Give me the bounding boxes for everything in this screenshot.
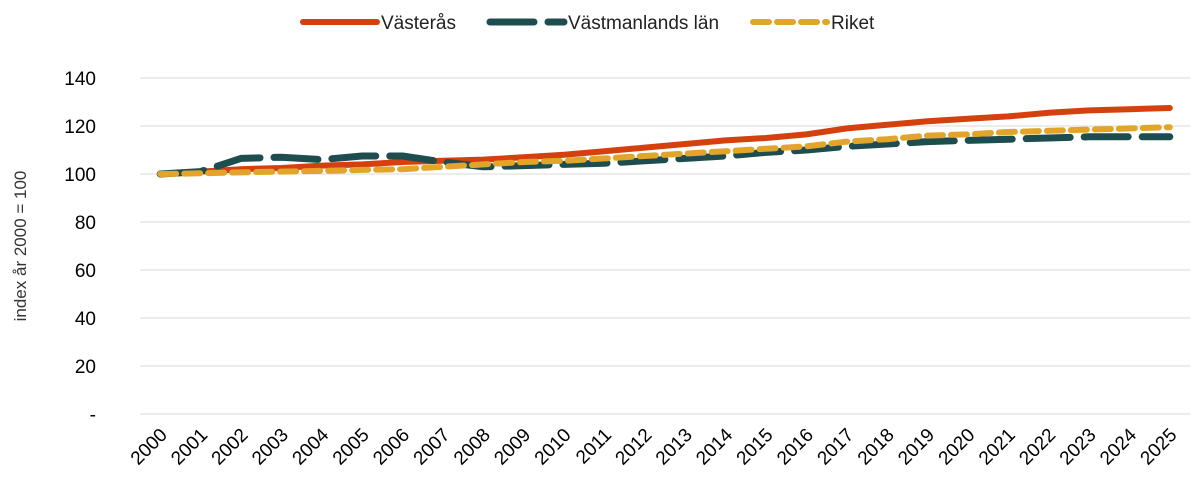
- x-tick-label: 2017: [814, 425, 859, 470]
- x-tick-label: 2022: [1015, 425, 1060, 470]
- y-tick-label: 140: [64, 69, 96, 90]
- y-tick-label: 80: [75, 213, 96, 234]
- x-tick-label: 2020: [935, 425, 980, 470]
- x-tick-label: 2002: [208, 425, 253, 470]
- x-tick-label: 2011: [572, 425, 616, 469]
- y-tick-label: 20: [75, 357, 96, 378]
- x-tick-label: 2016: [773, 425, 818, 470]
- x-tick-label: 2023: [1056, 425, 1101, 470]
- x-tick-label: 2001: [167, 425, 212, 470]
- y-tick-label: 100: [64, 165, 96, 186]
- x-tick-label: 2025: [1137, 425, 1182, 470]
- legend-label: Riket: [831, 13, 875, 34]
- y-tick-label: 120: [64, 117, 96, 138]
- x-tick-label: 2010: [531, 425, 576, 470]
- series-line: [157, 124, 1173, 177]
- legend-label: Västmanlands län: [568, 13, 719, 34]
- x-tick-label: 2012: [612, 425, 657, 470]
- y-tick-label: 40: [75, 309, 96, 330]
- x-tick-label: 2003: [248, 425, 293, 470]
- x-tick-label: 2007: [410, 425, 455, 470]
- y-tick-label: -: [90, 405, 96, 426]
- x-tick-label: 2006: [369, 425, 414, 470]
- x-tick-label: 2018: [854, 425, 899, 470]
- x-tick-label: 2019: [894, 425, 939, 470]
- x-tick-label: 2008: [450, 425, 495, 470]
- x-tick-label: 2014: [692, 424, 737, 469]
- x-tick-label: 2004: [289, 424, 334, 469]
- x-tick-label: 2015: [733, 425, 778, 470]
- series-line: [156, 133, 1174, 178]
- x-tick-label: 2005: [329, 425, 374, 470]
- x-tick-label: 2021: [975, 425, 1020, 470]
- legend-label: Västerås: [381, 13, 456, 34]
- x-tick-label: 2009: [490, 425, 535, 470]
- y-tick-label: 60: [75, 261, 96, 282]
- x-tick-label: 2000: [127, 425, 172, 470]
- x-tick-label: 2024: [1096, 424, 1141, 469]
- y-axis-label: index år 2000 = 100: [11, 171, 30, 322]
- x-tick-label: 2013: [652, 425, 697, 470]
- series-line: [157, 105, 1173, 177]
